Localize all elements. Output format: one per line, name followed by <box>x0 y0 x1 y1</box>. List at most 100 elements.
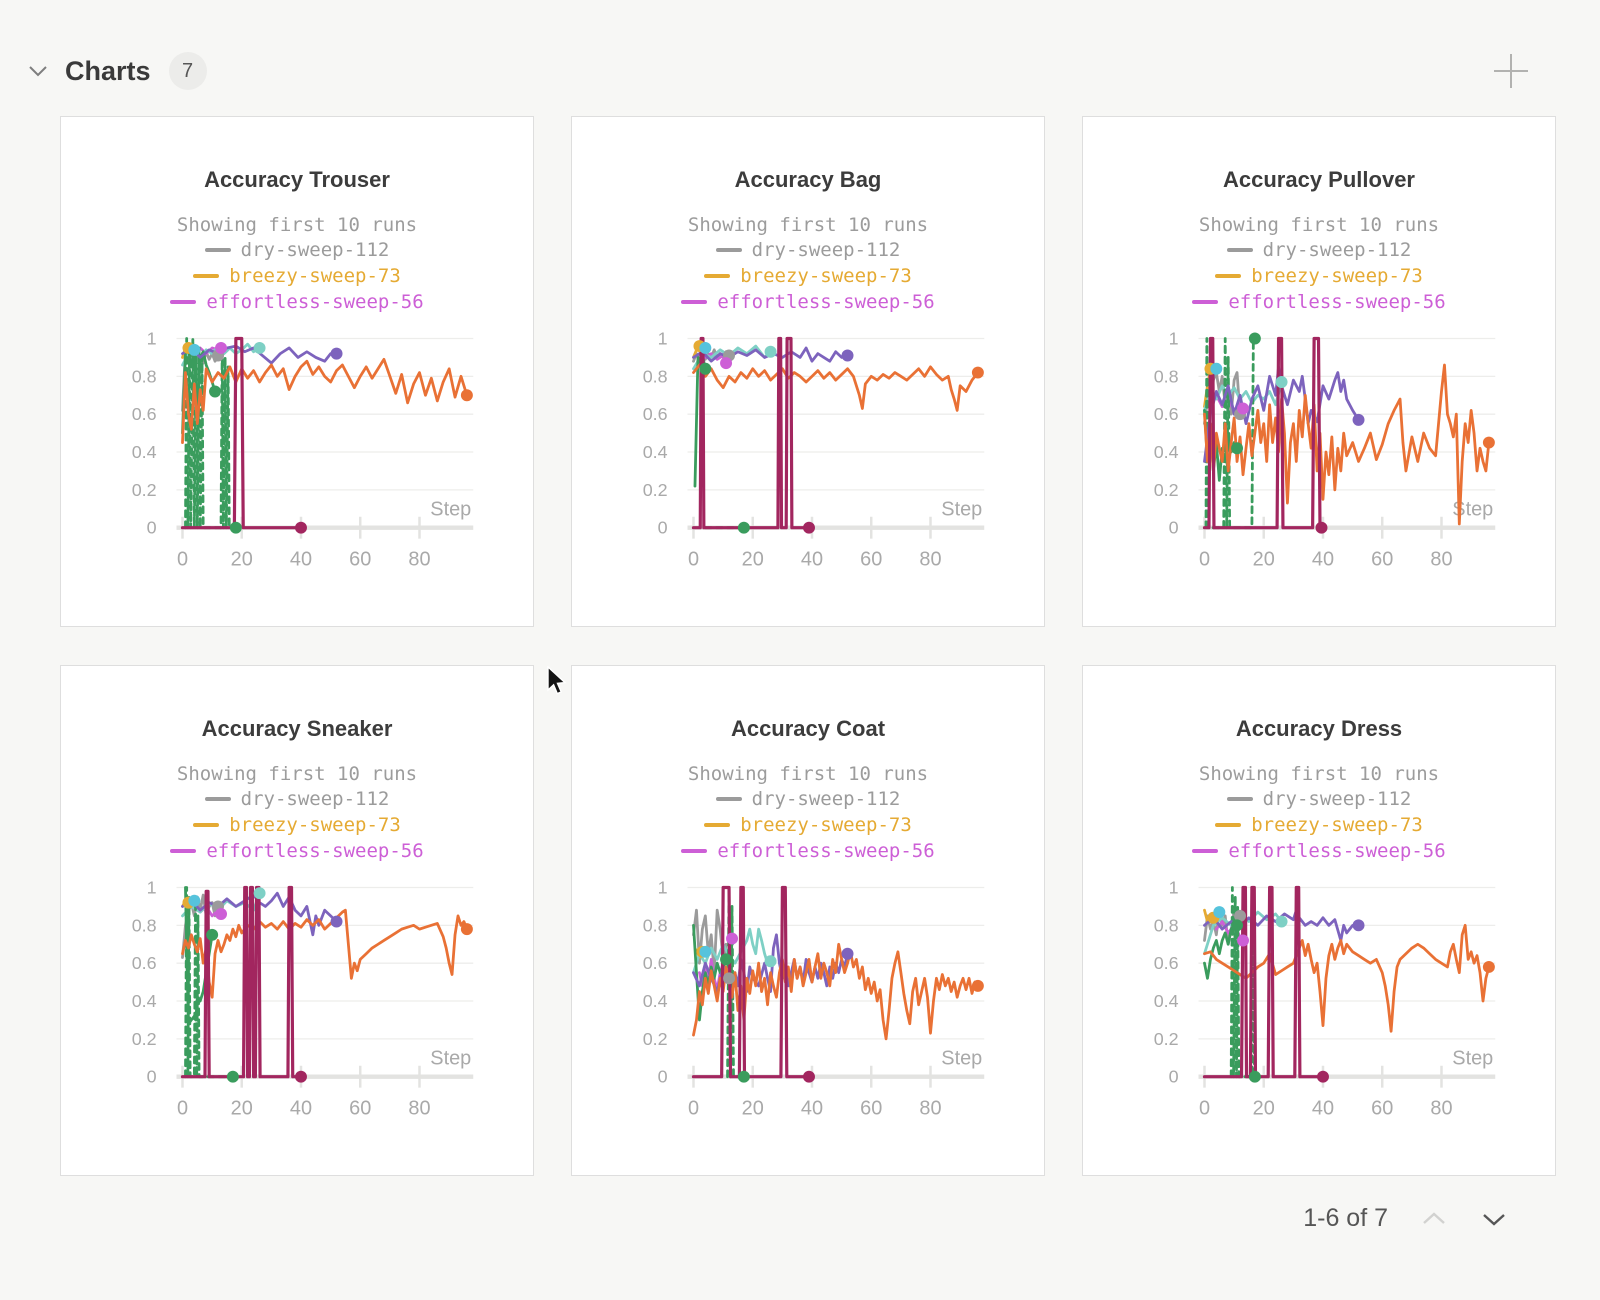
legend-label: effortless-sweep-56 <box>717 840 935 862</box>
run-end-dot-effortless-sweep-56 <box>720 357 733 370</box>
chart-title: Accuracy Sneaker <box>201 716 393 741</box>
legend-entry: breezy-sweep-73 <box>1215 263 1423 289</box>
y-tick-label: 0.2 <box>643 1029 668 1049</box>
run-end-dot-run-purple <box>330 347 343 360</box>
chart-legend: dry-sweep-112 breezy-sweep-73 effortless-s… <box>1192 786 1446 864</box>
x-tick-label: 20 <box>1253 549 1275 571</box>
run-end-dot-run-teal <box>1275 915 1288 928</box>
run-end-dot-effortless-sweep-56 <box>215 341 227 354</box>
run-end-dot-run-skyblue <box>699 341 712 354</box>
x-tick-label: 0 <box>1199 549 1210 571</box>
legend-dash-swatch <box>1226 248 1253 252</box>
chart-plot[interactable]: 0 0.2 0.4 0.6 0.8 1 0 20 40 60 80 Step <box>572 872 1044 1138</box>
legend-entry: effortless-sweep-56 <box>1192 289 1446 315</box>
chart-panel[interactable]: Accuracy Pullover Showing first 10 runs … <box>1082 116 1556 627</box>
run-end-dot-run-purple <box>330 915 343 928</box>
x-axis-label: Step <box>430 499 471 521</box>
legend-dash-swatch <box>715 797 742 801</box>
chart-plot[interactable]: 0 0.2 0.4 0.6 0.8 1 0 20 40 60 80 Step <box>61 323 533 589</box>
run-end-dot-run-purple <box>1352 919 1365 932</box>
chart-plot[interactable]: 0 0.2 0.4 0.6 0.8 1 0 20 40 60 80 Step <box>1083 872 1555 1138</box>
run-end-dot-run-maroon <box>1317 1070 1329 1083</box>
legend-entry: dry-sweep-112 <box>715 786 901 812</box>
y-tick-label: 1 <box>658 877 668 897</box>
run-line-run-maroon <box>1202 336 1324 530</box>
y-tick-label: 0.8 <box>643 366 668 386</box>
legend-dash-swatch <box>1192 300 1219 304</box>
legend-entry: effortless-sweep-56 <box>1192 838 1446 864</box>
y-tick-label: 0.8 <box>643 915 668 935</box>
chevron-down-icon[interactable] <box>25 60 51 82</box>
run-line-run-maroon <box>691 336 811 530</box>
y-tick-label: 0 <box>1169 1067 1179 1087</box>
run-end-dot-run-green <box>1231 919 1244 932</box>
y-tick-label: 0.8 <box>1154 366 1179 386</box>
x-tick-label: 0 <box>177 549 188 571</box>
legend-label: breezy-sweep-73 <box>1251 265 1423 287</box>
run-end-dot-run-maroon <box>1315 521 1328 534</box>
chart-title: Accuracy Trouser <box>204 167 390 192</box>
legend-label: effortless-sweep-56 <box>206 840 424 862</box>
run-end-dot-run-skyblue <box>188 343 201 356</box>
run-end-dot-run-maroon <box>803 521 815 534</box>
chart-panel[interactable]: Accuracy Dress Showing first 10 runs dry… <box>1082 665 1556 1176</box>
pagination: 1-6 of 7 <box>0 1204 1508 1233</box>
y-tick-label: 1 <box>1169 877 1179 897</box>
y-tick-label: 0.6 <box>132 404 157 424</box>
y-tick-label: 0 <box>658 518 668 538</box>
legend-dash-swatch <box>704 274 731 278</box>
legend-entry: breezy-sweep-73 <box>704 812 912 838</box>
x-tick-label: 20 <box>231 1098 253 1120</box>
chart-plot[interactable]: 0 0.2 0.4 0.6 0.8 1 0 20 40 60 80 Step <box>572 323 1044 589</box>
chart-panel[interactable]: Accuracy Bag Showing first 10 runs dry-s… <box>571 116 1045 627</box>
run-end-dot-run-skyblue <box>188 894 201 907</box>
run-line-run-orange <box>181 908 469 999</box>
legend-dash-swatch <box>681 849 708 853</box>
y-tick-label: 0.4 <box>1154 991 1179 1011</box>
x-tick-label: 20 <box>742 549 764 571</box>
legend-dash-swatch <box>170 849 197 853</box>
legend-label: dry-sweep-112 <box>751 239 901 261</box>
legend-label: effortless-sweep-56 <box>206 291 424 313</box>
legend-label: dry-sweep-112 <box>240 239 390 261</box>
run-line-run-green <box>1203 923 1239 980</box>
run-end-dot-run-teal <box>764 345 777 358</box>
x-tick-label: 80 <box>408 549 430 571</box>
x-tick-label: 40 <box>1312 1098 1334 1120</box>
run-line-run-orange <box>1203 363 1491 526</box>
run-end-dot-run-green-dashed <box>1248 1070 1261 1083</box>
y-tick-label: 1 <box>147 877 157 897</box>
chart-panel[interactable]: Accuracy Coat Showing first 10 runs dry-… <box>571 665 1045 1176</box>
legend-label: dry-sweep-112 <box>1262 239 1412 261</box>
chart-plot[interactable]: 0 0.2 0.4 0.6 0.8 1 0 20 40 60 80 Step <box>1083 323 1555 589</box>
legend-label: dry-sweep-112 <box>751 788 901 810</box>
pagination-prev-icon[interactable] <box>1420 1210 1448 1228</box>
legend-dash-swatch <box>193 823 220 827</box>
run-line-run-purple <box>181 344 338 365</box>
chart-panel[interactable]: Accuracy Sneaker Showing first 10 runs d… <box>60 665 534 1176</box>
run-end-dot-run-purple <box>841 947 854 960</box>
x-tick-label: 0 <box>177 1098 188 1120</box>
legend-label: breezy-sweep-73 <box>1251 814 1423 836</box>
legend-dash-swatch <box>170 300 197 304</box>
legend-entry: effortless-sweep-56 <box>170 838 424 864</box>
x-tick-label: 60 <box>1371 549 1393 571</box>
chart-legend: dry-sweep-112 breezy-sweep-73 effortless-s… <box>170 237 424 315</box>
x-tick-label: 60 <box>349 549 371 571</box>
chart-subtitle: Showing first 10 runs <box>1198 214 1440 236</box>
run-end-dot-effortless-sweep-56 <box>1237 402 1249 415</box>
add-panel-icon[interactable] <box>1492 52 1530 90</box>
legend-entry: effortless-sweep-56 <box>170 289 424 315</box>
legend-label: effortless-sweep-56 <box>717 291 935 313</box>
chart-title: Accuracy Coat <box>730 716 886 741</box>
x-tick-label: 80 <box>1430 1098 1452 1120</box>
run-end-dot-run-teal <box>253 887 266 900</box>
y-tick-label: 0.2 <box>1154 1029 1179 1049</box>
chart-plot[interactable]: 0 0.2 0.4 0.6 0.8 1 0 20 40 60 80 Step <box>61 872 533 1138</box>
run-line-run-orange <box>181 357 469 444</box>
chart-panel[interactable]: Accuracy Trouser Showing first 10 runs d… <box>60 116 534 627</box>
charts-grid: Accuracy Trouser Showing first 10 runs d… <box>60 116 1600 1176</box>
x-tick-label: 60 <box>349 1098 371 1120</box>
y-tick-label: 0.8 <box>132 366 157 386</box>
pagination-next-icon[interactable] <box>1480 1210 1508 1228</box>
